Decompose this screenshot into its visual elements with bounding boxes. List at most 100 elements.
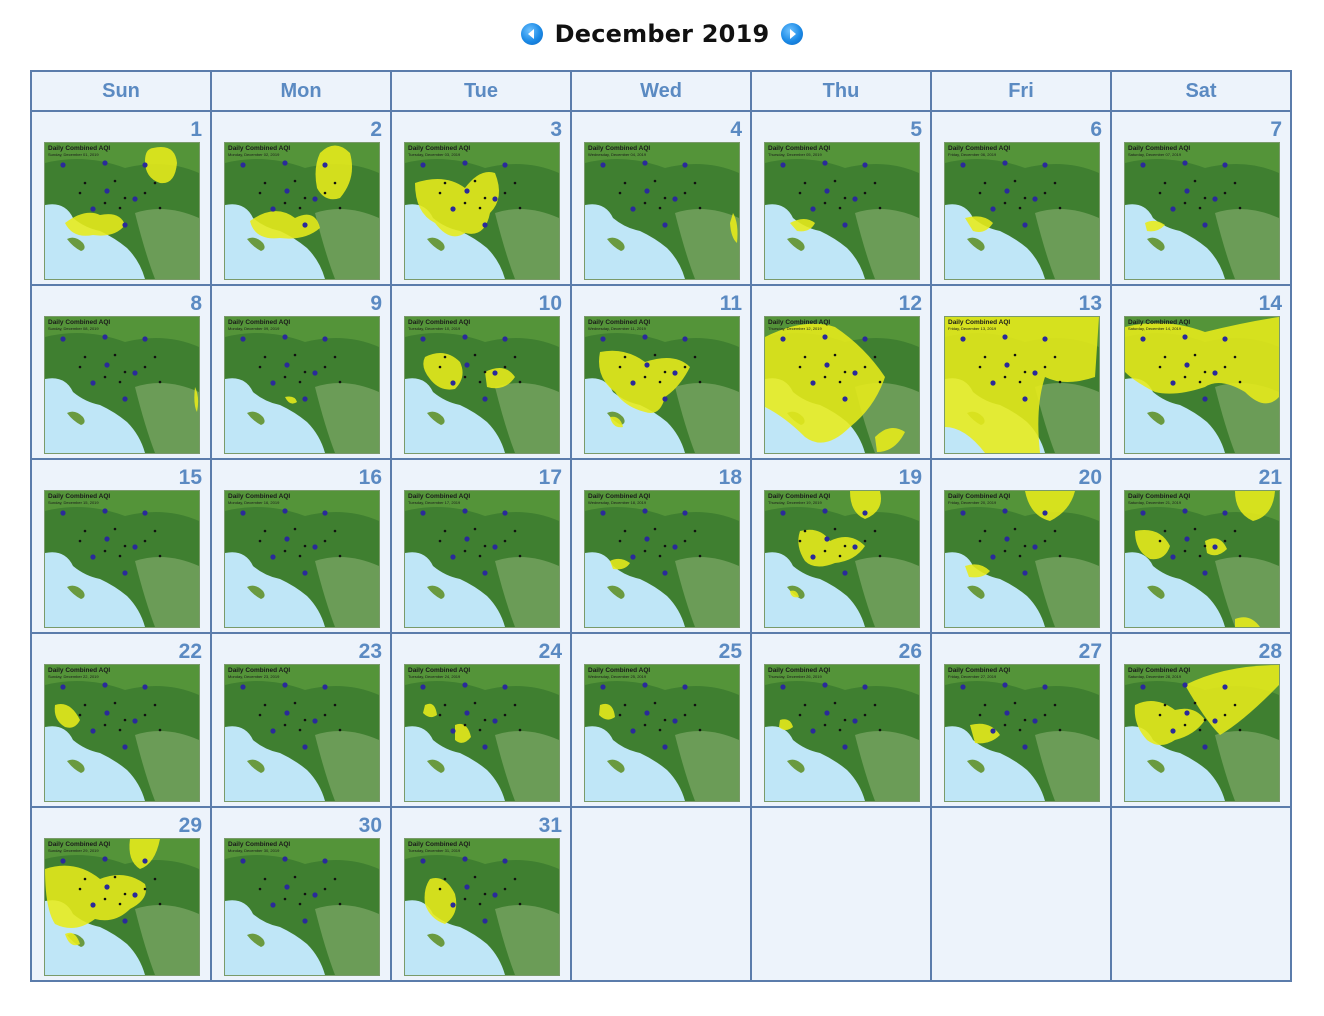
aqi-map-thumbnail[interactable]: Daily Combined AQI Friday, December 13, 2… (944, 316, 1100, 454)
aqi-map-thumbnail[interactable]: Daily Combined AQI Friday, December 20, 2… (944, 490, 1100, 628)
aqi-region (765, 323, 885, 443)
city-marker (263, 529, 267, 533)
highway-marker (630, 554, 636, 560)
city-marker (683, 191, 687, 195)
aqi-map-thumbnail[interactable]: Daily Combined AQI Saturday, December 21,… (1124, 490, 1280, 628)
highway-marker (1170, 554, 1176, 560)
highway-marker (862, 684, 868, 690)
aqi-map-thumbnail[interactable]: Daily Combined AQI Monday, December 30, 2… (224, 838, 380, 976)
highway-marker (1140, 510, 1146, 516)
city-marker (833, 179, 837, 183)
map-ocean (585, 552, 685, 627)
highway-marker (644, 710, 650, 716)
aqi-map-thumbnail[interactable]: Daily Combined AQI Wednesday, December 11… (584, 316, 740, 454)
aqi-map-thumbnail[interactable]: Daily Combined AQI Thursday, December 26,… (764, 664, 920, 802)
aqi-map-thumbnail[interactable]: Daily Combined AQI Tuesday, December 31, … (404, 838, 560, 976)
highway-marker (420, 510, 426, 516)
day-cell: 11 Daily Combined AQI Wednesday, December … (570, 284, 752, 460)
highway-marker (810, 380, 816, 386)
city-marker (863, 365, 867, 369)
city-marker (1193, 179, 1197, 183)
city-marker (823, 375, 827, 379)
map-hills (1035, 557, 1099, 627)
highway-marker (682, 684, 688, 690)
aqi-map-thumbnail[interactable]: Daily Combined AQI Monday, December 23, 2… (224, 664, 380, 802)
highway-marker (672, 370, 678, 376)
day-cell: 14 Daily Combined AQI Saturday, December 1… (1110, 284, 1292, 460)
aqi-map-thumbnail[interactable]: Daily Combined AQI Tuesday, December 17, … (404, 490, 560, 628)
aqi-map-thumbnail[interactable]: Daily Combined AQI Thursday, December 12,… (764, 316, 920, 454)
aqi-map-thumbnail[interactable]: Daily Combined AQI Wednesday, December 25… (584, 664, 740, 802)
empty-day-cell (570, 806, 752, 982)
map-date: Saturday, December 14, 2019 (1128, 326, 1182, 331)
city-marker (143, 713, 147, 717)
aqi-map-thumbnail[interactable]: Daily Combined AQI Sunday, December 22, 2… (44, 664, 200, 802)
city-marker (158, 902, 162, 906)
aqi-map-thumbnail[interactable]: Daily Combined AQI Tuesday, December 10, … (404, 316, 560, 454)
map-title: Daily Combined AQI (228, 319, 290, 326)
aqi-map-thumbnail[interactable]: Daily Combined AQI Wednesday, December 18… (584, 490, 740, 628)
map-date: Thursday, December 12, 2019 (768, 326, 823, 331)
map-title: Daily Combined AQI (228, 841, 290, 848)
highway-marker (122, 396, 128, 402)
highway-marker (1002, 160, 1008, 166)
city-marker (843, 718, 847, 722)
city-marker (483, 718, 487, 722)
map-mountains (405, 143, 559, 173)
city-marker (878, 554, 882, 558)
aqi-map-thumbnail[interactable]: Daily Combined AQI Saturday, December 14,… (1124, 316, 1280, 454)
city-marker (338, 902, 342, 906)
map-hills (855, 731, 919, 801)
aqi-map-thumbnail[interactable]: Daily Combined AQI Sunday, December 15, 2… (44, 490, 200, 628)
city-marker (323, 365, 327, 369)
highway-marker (1140, 684, 1146, 690)
day-cell: 1 Daily Combined AQI Sunday, December 01, … (30, 110, 212, 286)
aqi-map-thumbnail[interactable]: Daily Combined AQI Sunday, December 29, 2… (44, 838, 200, 976)
map-hills (675, 557, 739, 627)
city-marker (118, 380, 122, 384)
map-island (427, 411, 445, 425)
aqi-map-thumbnail[interactable]: Daily Combined AQI Thursday, December 19,… (764, 490, 920, 628)
highway-marker (482, 222, 488, 228)
aqi-map-thumbnail[interactable]: Daily Combined AQI Monday, December 09, 2… (224, 316, 380, 454)
aqi-map-thumbnail[interactable]: Daily Combined AQI Sunday, December 01, 2… (44, 142, 200, 280)
city-marker (698, 728, 702, 732)
aqi-map-thumbnail[interactable]: Daily Combined AQI Sunday, December 08, 2… (44, 316, 200, 454)
map-island (1147, 237, 1165, 251)
day-number: 23 (358, 640, 382, 663)
map-mountains (45, 317, 199, 347)
aqi-map-thumbnail[interactable]: Daily Combined AQI Tuesday, December 24, … (404, 664, 560, 802)
highway-marker (662, 744, 668, 750)
city-marker (838, 554, 842, 558)
highway-marker (852, 718, 858, 724)
aqi-map-thumbnail[interactable]: Daily Combined AQI Tuesday, December 03, … (404, 142, 560, 280)
aqi-map-thumbnail[interactable]: Daily Combined AQI Thursday, December 05,… (764, 142, 920, 280)
aqi-map-thumbnail[interactable]: Daily Combined AQI Saturday, December 28,… (1124, 664, 1280, 802)
aqi-map-thumbnail[interactable]: Daily Combined AQI Friday, December 27, 2… (944, 664, 1100, 802)
city-marker (623, 529, 627, 533)
highway-marker (824, 188, 830, 194)
highway-marker (1222, 336, 1228, 342)
aqi-map-thumbnail[interactable]: Daily Combined AQI Friday, December 06, 2… (944, 142, 1100, 280)
prev-month-button[interactable] (520, 23, 543, 45)
map-mountains (225, 665, 379, 695)
day-number: 29 (178, 814, 202, 837)
map-ocean (585, 204, 685, 279)
highway-marker (1202, 570, 1208, 576)
aqi-region (423, 703, 437, 718)
highway-marker (462, 160, 468, 166)
highway-marker (302, 918, 308, 924)
highway-marker (1042, 162, 1048, 168)
map-hills (315, 905, 379, 975)
map-title: Daily Combined AQI (768, 145, 830, 152)
highway-marker (1202, 222, 1208, 228)
map-date: Tuesday, December 03, 2019 (408, 152, 461, 157)
aqi-map-thumbnail[interactable]: Daily Combined AQI Monday, December 02, 2… (224, 142, 380, 280)
next-month-button[interactable] (781, 23, 804, 45)
aqi-map-thumbnail[interactable]: Daily Combined AQI Monday, December 16, 2… (224, 490, 380, 628)
aqi-map-thumbnail[interactable]: Daily Combined AQI Saturday, December 07,… (1124, 142, 1280, 280)
city-marker (338, 728, 342, 732)
aqi-map-thumbnail[interactable]: Daily Combined AQI Wednesday, December 04… (584, 142, 740, 280)
city-marker (1158, 191, 1162, 195)
